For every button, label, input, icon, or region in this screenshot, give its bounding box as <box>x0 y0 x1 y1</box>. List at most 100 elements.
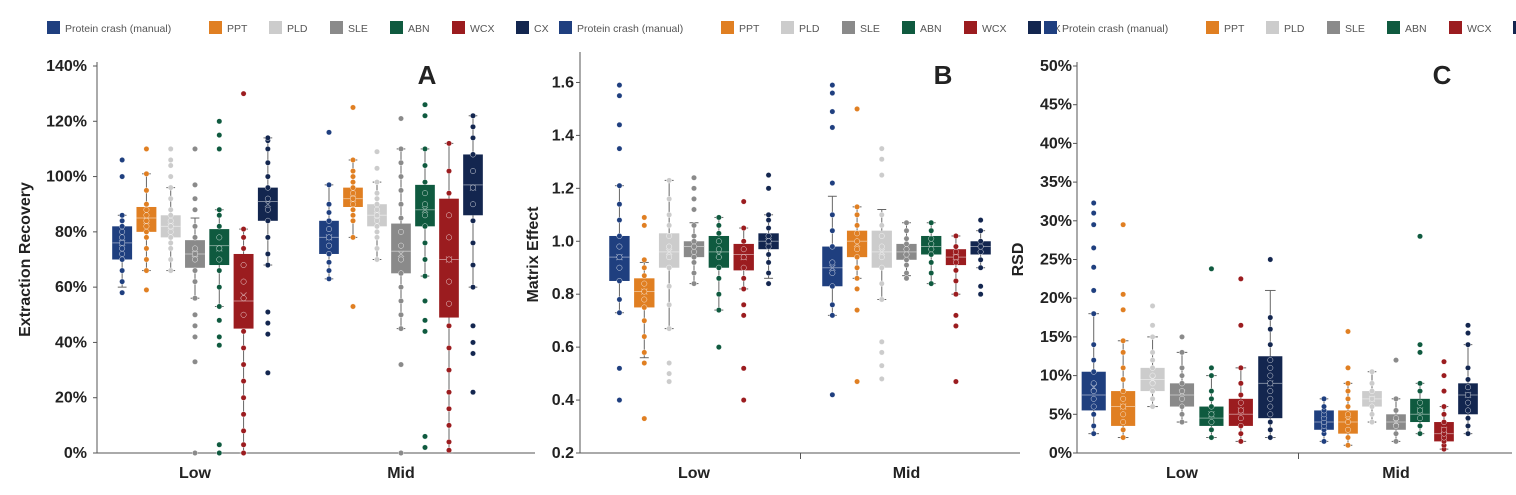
mean-marker <box>264 200 272 208</box>
data-point <box>691 248 697 255</box>
data-point <box>398 201 404 208</box>
data-point <box>977 283 984 290</box>
data-point <box>878 222 885 229</box>
data-point <box>422 240 428 246</box>
data-point <box>740 275 747 282</box>
data-point <box>240 311 247 318</box>
data-point <box>616 278 623 284</box>
data-point <box>470 389 476 396</box>
data-point <box>240 245 247 252</box>
data-point <box>740 286 747 292</box>
panel-b-y-tick-label: 0.2 <box>552 445 574 462</box>
panel-a-x-category-label: Low <box>179 465 212 482</box>
data-point <box>350 179 356 186</box>
data-point <box>1345 411 1351 418</box>
data-point <box>216 303 223 310</box>
panel-a-box-sle-mid <box>391 115 411 456</box>
data-point <box>1237 423 1244 429</box>
data-point <box>1090 221 1097 228</box>
legend-label-wcx: WCX <box>470 23 495 35</box>
panel-a-box-pld-low <box>160 146 181 274</box>
data-point <box>192 245 198 252</box>
data-point <box>240 90 247 97</box>
data-point <box>1237 322 1244 329</box>
data-point <box>240 378 247 385</box>
data-point <box>903 270 910 276</box>
data-point <box>1090 403 1097 410</box>
data-point <box>1149 357 1156 364</box>
panel-c: Protein crash (manual)PPTPLDSLEABNWCXCX0… <box>1010 21 1516 482</box>
data-point <box>691 254 697 261</box>
data-point <box>1208 265 1215 272</box>
data-point <box>470 151 476 158</box>
data-point <box>953 278 959 284</box>
data-point <box>264 262 271 268</box>
data-point <box>143 146 150 152</box>
data-point <box>167 173 174 180</box>
data-point <box>167 157 174 163</box>
data-point <box>446 212 452 219</box>
panel-c-y-tick-label: 20% <box>1040 290 1072 307</box>
data-point <box>616 397 623 403</box>
data-point <box>350 104 356 111</box>
panel-c-box-cx-low <box>1258 256 1283 441</box>
panel-a-y-tick-label: 60% <box>55 279 87 296</box>
data-point <box>666 360 673 366</box>
legend-swatch-wcx <box>1449 21 1462 34</box>
data-point <box>119 212 126 219</box>
data-point <box>1441 411 1447 418</box>
panel-b-x-category-label: Mid <box>893 465 921 482</box>
data-point <box>192 251 198 257</box>
data-point <box>1237 407 1244 414</box>
data-point <box>765 280 772 287</box>
data-point <box>470 201 476 208</box>
data-point <box>119 251 126 257</box>
data-point <box>641 272 648 279</box>
data-point <box>350 212 356 219</box>
data-point <box>1417 380 1423 387</box>
data-point <box>903 246 910 253</box>
data-point <box>1120 291 1127 298</box>
data-point <box>878 145 885 152</box>
data-point <box>1345 419 1351 425</box>
data-point <box>216 284 223 291</box>
data-point <box>1149 395 1156 402</box>
data-point <box>1465 384 1471 391</box>
data-point <box>374 234 380 241</box>
panel-b-box-wcx-mid <box>945 233 967 385</box>
data-point <box>143 245 150 252</box>
data-point <box>192 267 198 274</box>
panel-c-y-tick-label: 30% <box>1040 213 1072 230</box>
data-point <box>398 284 404 291</box>
data-point <box>422 212 428 219</box>
box-iqr <box>1458 383 1478 415</box>
data-point <box>1465 341 1471 348</box>
data-point <box>326 129 332 136</box>
panel-a: Protein crash (manual) PPT PLD SLE ABN WCX CX 0… <box>17 21 549 482</box>
data-point <box>666 243 673 250</box>
legend-label-sle: SLE <box>1345 23 1365 35</box>
data-point <box>1090 287 1097 294</box>
data-point <box>854 254 860 261</box>
data-point <box>1417 233 1423 240</box>
data-point <box>1090 244 1097 251</box>
data-point <box>1417 349 1423 356</box>
data-point <box>119 245 126 252</box>
data-point <box>641 333 648 340</box>
legend-label-sle: SLE <box>348 23 368 35</box>
data-point <box>374 148 380 155</box>
data-point <box>641 280 648 287</box>
legend-label-ppt: PPT <box>1224 23 1245 35</box>
data-point <box>854 106 860 112</box>
panel-a-box-cx-low <box>257 134 278 376</box>
data-point <box>216 234 223 241</box>
data-point <box>326 251 332 257</box>
data-point <box>1345 328 1351 335</box>
data-point <box>1393 415 1399 422</box>
data-point <box>829 108 836 115</box>
data-point <box>1345 442 1351 449</box>
data-point <box>928 235 935 242</box>
data-point <box>398 228 404 235</box>
data-point <box>1120 419 1127 425</box>
